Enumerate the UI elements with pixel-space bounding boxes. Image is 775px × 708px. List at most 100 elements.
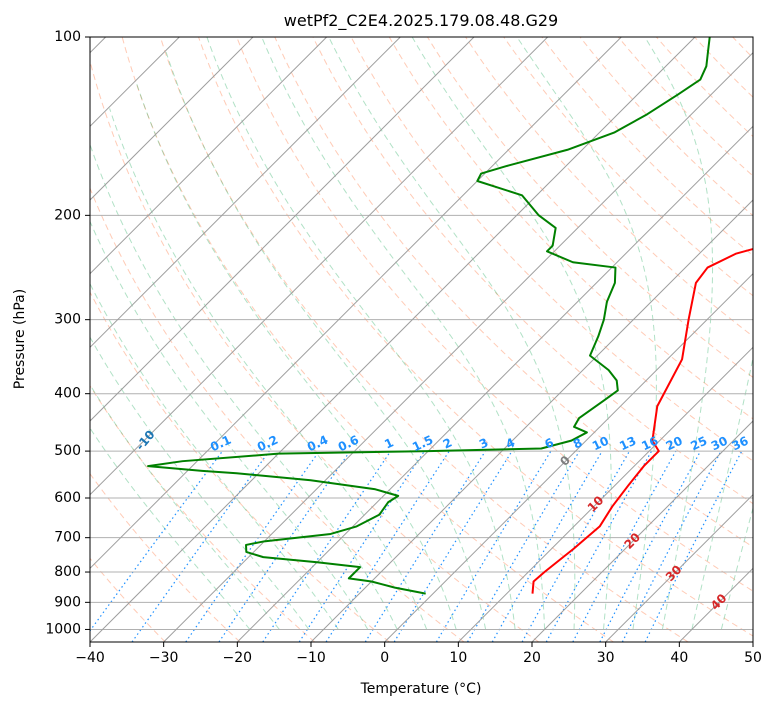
dry-adiabat-line [541, 37, 753, 257]
dry-adiabat-line [90, 472, 241, 642]
mixing-ratio-line [466, 450, 580, 642]
isotherms [90, 37, 753, 642]
isotherm-line [163, 51, 753, 642]
isotherm-line [457, 346, 753, 642]
mixing-ratio-line [131, 450, 270, 642]
reference-line-labels: -100-90-80-70-60-50-40-30-20-100.10.20.4… [0, 382, 751, 612]
isotherm-line [90, 37, 328, 275]
mixing-ratio-label: 25 [688, 434, 709, 454]
y-axis-ticks: 100 200 300 400 500 600 700 800 900 1000 [45, 29, 90, 637]
y-tick-label: 600 [54, 490, 81, 506]
isotherm-line [236, 125, 753, 642]
moist-adiabat-line [90, 427, 251, 630]
y-tick-label: 1000 [45, 621, 81, 637]
x-tick-label: −30 [149, 650, 179, 666]
mixing-ratio-label: 2 [441, 435, 454, 451]
dry-adiabat-line [655, 37, 753, 138]
y-tick-label: 700 [54, 530, 81, 546]
dry-adiabat-line [503, 37, 753, 297]
moist-adiabat-line [691, 355, 753, 630]
moist-adiabat-line [644, 37, 714, 630]
isotherm-line [310, 199, 753, 642]
mixing-ratio-line [572, 450, 677, 642]
mixing-ratio-line [364, 450, 486, 642]
moist-adiabat-line [90, 336, 310, 630]
x-tick-label: −20 [223, 650, 253, 666]
temperature-line [531, 247, 753, 594]
mixing-ratio-label: 6 [542, 435, 555, 451]
mixing-ratio-line [435, 450, 552, 642]
y-tick-label: 100 [54, 29, 81, 45]
mixing-ratio-line [218, 450, 351, 642]
mixing-ratio-line [599, 450, 702, 642]
isotherm-line [90, 37, 401, 349]
dry-adiabat-line [90, 291, 390, 642]
moist-adiabat-line [411, 37, 612, 630]
moist-adiabat-line [90, 220, 369, 630]
dry-adiabat-line [732, 37, 753, 59]
dry-adiabat-line [90, 59, 540, 642]
moist-adiabat-line [516, 37, 657, 630]
moist-adiabat-label: 30 [663, 562, 685, 584]
plot-frame [89, 36, 754, 643]
dry-adiabat-line [274, 37, 753, 548]
isotherm-line [90, 37, 622, 570]
dry-adiabat-label: -20 [59, 406, 84, 432]
mixing-ratio-line [621, 450, 722, 642]
dry-adiabat-line [121, 37, 614, 642]
mixing-ratio-label: 10 [590, 434, 611, 454]
mixing-ratio-line [185, 450, 320, 642]
dry-adiabat-line [465, 37, 753, 337]
isotherm-line [90, 37, 254, 201]
isotherm-line [90, 37, 475, 422]
moist-adiabat-line [720, 506, 753, 630]
x-tick-label: 20 [523, 650, 541, 666]
dry-adiabat-line [694, 37, 753, 98]
y-tick-label: 900 [54, 594, 81, 610]
mixing-ratio-line [298, 450, 425, 642]
mixing-ratio-line [325, 450, 450, 642]
x-axis-label: Temperature (°C) [360, 681, 482, 697]
isotherm-line [531, 420, 753, 642]
dry-adiabat-line [90, 384, 316, 642]
dry-adiabat-line [388, 37, 753, 420]
chart-title: wetPf2_C2E4.2025.179.08.48.G29 [284, 11, 558, 31]
dewpoint-line [147, 37, 711, 595]
x-tick-label: 30 [597, 650, 615, 666]
isotherm-line [90, 37, 549, 496]
x-axis-ticks: −40 −30 −20 −10 0 10 20 30 40 50 [75, 642, 762, 666]
isobars [90, 37, 753, 630]
y-tick-label: 400 [54, 386, 81, 402]
mixing-ratio-label: 8 [571, 435, 584, 451]
x-tick-label: 40 [670, 650, 688, 666]
mixing-ratio-lines [90, 450, 743, 642]
moist-adiabats [90, 37, 753, 630]
y-tick-label: 200 [54, 207, 81, 223]
mixing-ratio-label: 13 [617, 434, 638, 454]
y-axis-label: Pressure (hPa) [12, 289, 28, 389]
isotherm-line [752, 641, 753, 642]
moist-adiabat-line [328, 37, 576, 630]
mixing-ratio-label: 1 [382, 435, 395, 451]
mixing-ratio-line [262, 450, 392, 642]
dry-adiabat-line [771, 37, 775, 642]
y-tick-label: 500 [54, 443, 81, 459]
dry-adiabat-line [350, 37, 753, 462]
mixing-ratio-line [393, 450, 513, 642]
moist-adiabat-line [136, 83, 457, 630]
x-tick-label: 50 [744, 650, 762, 666]
dry-adiabat-line [159, 37, 689, 642]
y-tick-label: 800 [54, 564, 81, 580]
dry-adiabat-label: -30 [0, 382, 12, 408]
mixing-ratio-line [644, 450, 743, 642]
y-tick-label: 300 [54, 312, 81, 328]
isotherm-line [678, 567, 753, 642]
mixing-ratio-label: 30 [709, 434, 730, 454]
dry-adiabat-line [426, 37, 753, 378]
sounding-series [147, 37, 753, 595]
dry-adiabat-line [236, 37, 753, 592]
dry-adiabat-line [312, 37, 753, 505]
dry-adiabat-line [90, 186, 465, 642]
x-tick-label: 0 [380, 650, 389, 666]
